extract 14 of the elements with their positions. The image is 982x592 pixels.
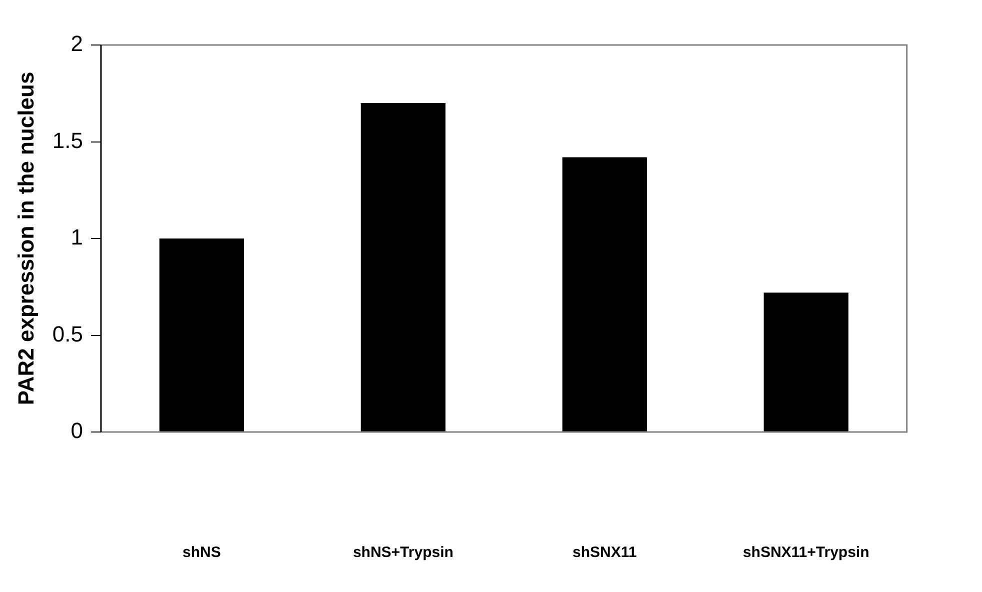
y-tick-label: 1 <box>70 224 83 250</box>
y-axis-title: PAR2 expression in the nucleus <box>13 72 38 406</box>
bar <box>764 292 848 432</box>
x-tick-label: shNS <box>182 544 221 562</box>
bar <box>360 103 446 432</box>
y-tick-label: 0 <box>70 418 83 444</box>
y-tick-label: 2 <box>70 31 83 56</box>
x-tick-label: shSNX11 <box>572 544 637 562</box>
y-tick-label: 0.5 <box>52 321 83 346</box>
bar <box>159 238 244 432</box>
x-tick-label: shNS+Trypsin <box>352 544 454 562</box>
bar <box>562 157 647 432</box>
x-tick-label: shSNX11+Trypsin <box>742 544 870 562</box>
y-tick-label: 1.5 <box>52 128 83 153</box>
